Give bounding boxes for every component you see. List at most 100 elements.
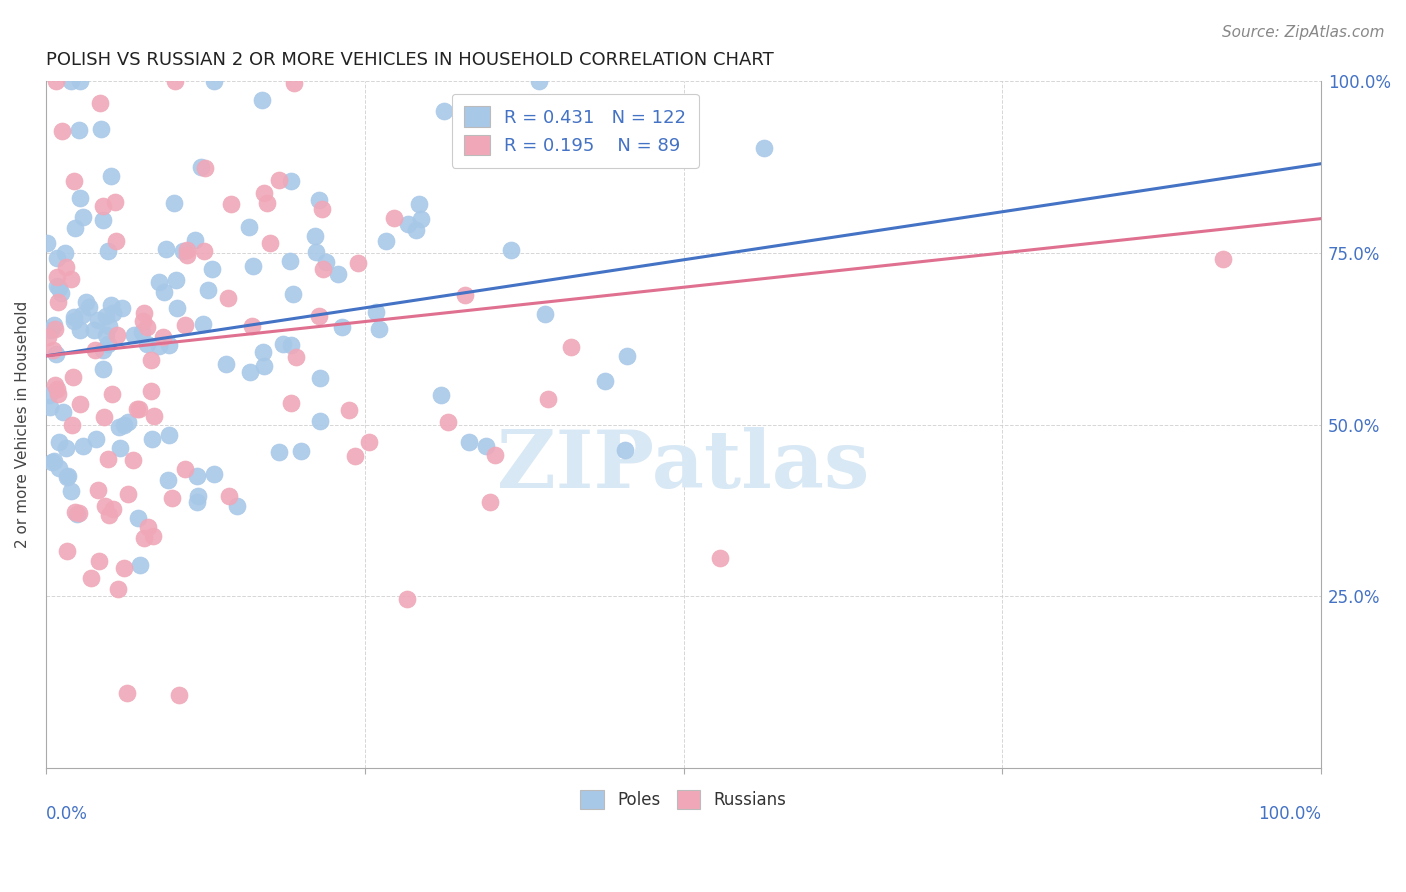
Point	[39, 323, 62, 337]
Point	[59, 74, 82, 88]
Text: Source: ZipAtlas.com: Source: ZipAtlas.com	[1222, 25, 1385, 40]
Point	[437, 415, 460, 429]
Point	[219, 197, 242, 211]
Point	[411, 212, 433, 227]
Point	[112, 418, 135, 433]
Point	[97, 244, 120, 258]
Point	[87, 483, 110, 497]
Point	[156, 473, 179, 487]
Point	[69, 191, 91, 205]
Point	[315, 255, 337, 269]
Point	[283, 287, 305, 301]
Point	[312, 262, 335, 277]
Point	[1212, 252, 1234, 267]
Point	[709, 550, 731, 565]
Point	[101, 387, 124, 401]
Point	[90, 122, 112, 136]
Point	[136, 520, 159, 534]
Point	[93, 409, 115, 424]
Point	[328, 268, 350, 282]
Point	[308, 370, 330, 384]
Point	[157, 337, 180, 351]
Point	[48, 281, 70, 295]
Point	[97, 452, 120, 467]
Point	[48, 460, 70, 475]
Point	[308, 414, 330, 428]
Point	[139, 384, 162, 399]
Point	[45, 74, 67, 88]
Point	[308, 309, 330, 323]
Point	[83, 323, 105, 337]
Point	[269, 173, 291, 187]
Point	[311, 202, 333, 216]
Point	[100, 298, 122, 312]
Point	[127, 510, 149, 524]
Point	[101, 502, 124, 516]
Point	[69, 74, 91, 88]
Point	[77, 300, 100, 314]
Point	[184, 233, 207, 247]
Point	[45, 251, 67, 265]
Point	[148, 339, 170, 353]
Point	[484, 448, 506, 462]
Point	[131, 326, 153, 340]
Point	[75, 295, 97, 310]
Point	[457, 434, 479, 449]
Point	[560, 340, 582, 354]
Point	[201, 261, 224, 276]
Point	[94, 499, 117, 513]
Point	[408, 197, 430, 211]
Point	[135, 336, 157, 351]
Point	[613, 442, 636, 457]
Point	[186, 468, 208, 483]
Point	[89, 554, 111, 568]
Point	[190, 160, 212, 174]
Point	[44, 322, 66, 336]
Point	[127, 402, 149, 417]
Point	[46, 382, 69, 396]
Point	[84, 343, 107, 357]
Point	[305, 245, 328, 260]
Point	[534, 307, 557, 321]
Point	[278, 254, 301, 268]
Point	[45, 347, 67, 361]
Y-axis label: 2 or more Vehicles in Household: 2 or more Vehicles in Household	[15, 301, 30, 549]
Point	[396, 218, 419, 232]
Point	[115, 686, 138, 700]
Point	[202, 74, 225, 88]
Point	[38, 388, 60, 402]
Point	[330, 319, 353, 334]
Point	[79, 571, 101, 585]
Point	[152, 330, 174, 344]
Point	[51, 124, 73, 138]
Point	[165, 74, 187, 88]
Point	[364, 304, 387, 318]
Point	[60, 483, 83, 498]
Point	[46, 294, 69, 309]
Point	[132, 306, 155, 320]
Point	[395, 592, 418, 607]
Point	[108, 441, 131, 455]
Point	[217, 291, 239, 305]
Point	[218, 489, 240, 503]
Point	[44, 378, 66, 392]
Point	[91, 199, 114, 213]
Point	[166, 301, 188, 315]
Point	[67, 506, 90, 520]
Point	[308, 194, 330, 208]
Point	[51, 285, 73, 300]
Point	[375, 234, 398, 248]
Point	[165, 273, 187, 287]
Point	[269, 444, 291, 458]
Point	[94, 309, 117, 323]
Point	[337, 403, 360, 417]
Point	[52, 405, 75, 419]
Point	[42, 318, 65, 333]
Point	[169, 688, 191, 702]
Point	[193, 244, 215, 259]
Point	[135, 320, 157, 334]
Point	[41, 455, 63, 469]
Point	[91, 362, 114, 376]
Text: 100.0%: 100.0%	[1258, 805, 1322, 823]
Point	[283, 76, 305, 90]
